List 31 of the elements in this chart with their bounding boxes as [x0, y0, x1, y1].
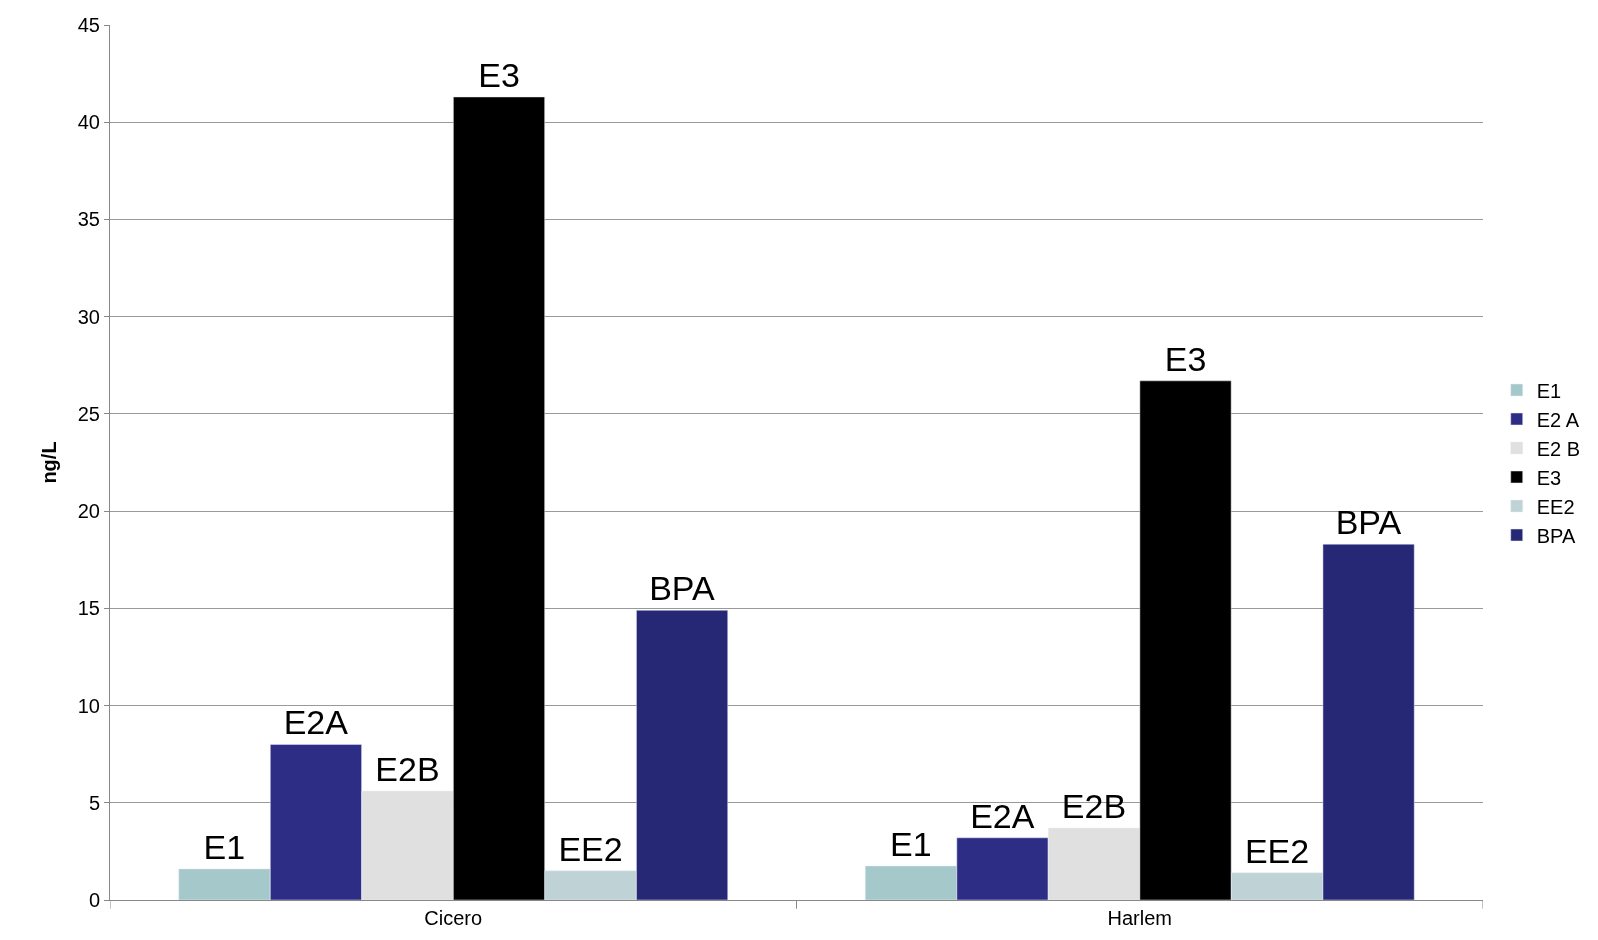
y-tick-label: 45: [77, 14, 100, 36]
data-label: E3: [1164, 339, 1207, 378]
y-tick-label: 30: [77, 305, 100, 328]
data-label: BPA: [1335, 503, 1402, 542]
data-label: E1: [890, 824, 932, 863]
y-tick-label: 5: [88, 791, 100, 814]
legend-label: BPA: [1536, 524, 1576, 547]
legend-label: E1: [1536, 379, 1562, 402]
y-tick-label: 20: [77, 500, 100, 523]
data-label: E3: [478, 55, 520, 94]
y-axis-title: ng/L: [38, 441, 61, 484]
legend-label: EE2: [1536, 495, 1575, 518]
data-label: E2A: [970, 796, 1035, 835]
y-tick-label: 25: [77, 402, 100, 425]
legend-label: E2 B: [1536, 437, 1581, 460]
y-tick-label: 35: [77, 208, 100, 231]
legend-label: E2 A: [1536, 408, 1580, 431]
data-label: E1: [203, 827, 246, 866]
data-label: EE2: [1244, 831, 1310, 870]
y-tick-label: 15: [77, 597, 100, 620]
data-label: EE2: [558, 829, 623, 868]
data-label: BPA: [649, 569, 715, 608]
data-label: E2A: [283, 703, 349, 742]
x-tick-label: Cicero: [424, 907, 483, 929]
data-label: E2B: [375, 750, 440, 789]
y-tick-label: 40: [77, 111, 100, 134]
data-label: E2B: [1061, 787, 1127, 826]
y-tick-label: 10: [77, 694, 100, 717]
legend-label: E3: [1536, 466, 1562, 489]
x-tick-label: Harlem: [1107, 907, 1172, 929]
y-tick-label: 0: [88, 889, 100, 911]
